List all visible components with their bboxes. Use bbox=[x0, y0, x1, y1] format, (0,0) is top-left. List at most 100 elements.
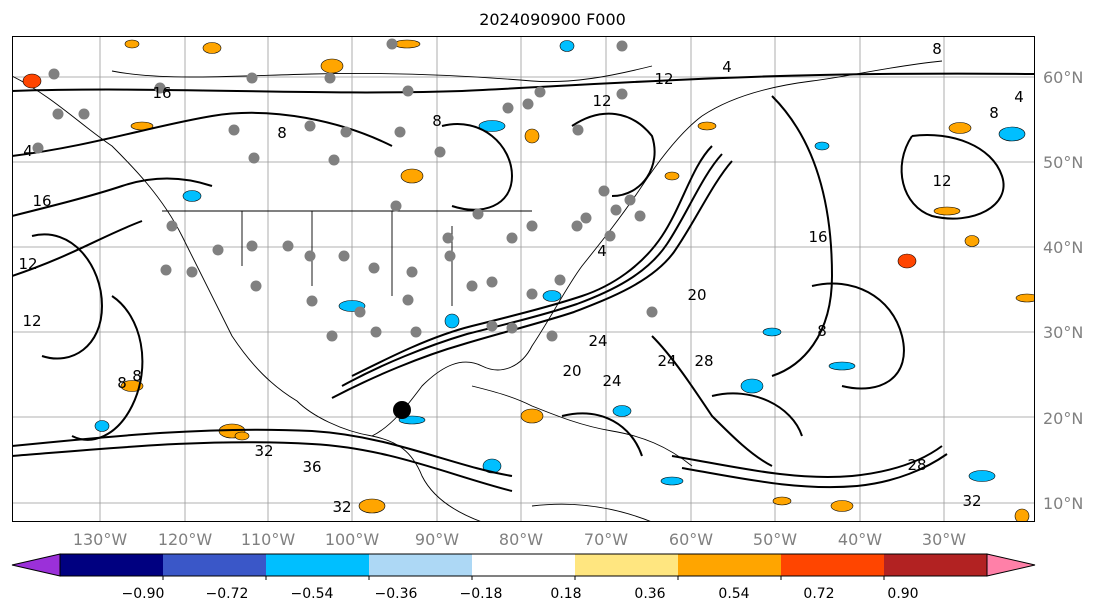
station-dot bbox=[526, 288, 538, 300]
colorbar-segment bbox=[472, 554, 575, 576]
contour-label: 20 bbox=[562, 362, 581, 380]
colorbar-extend-right bbox=[986, 553, 1036, 577]
shaded-cell bbox=[1014, 508, 1030, 522]
station-dot bbox=[610, 204, 622, 216]
lon-label-120w: 120°W bbox=[157, 530, 213, 549]
shaded-cell bbox=[444, 313, 460, 329]
colorbar-segment bbox=[60, 554, 163, 576]
contour-label: 4 bbox=[722, 58, 732, 76]
map-background bbox=[12, 36, 1035, 522]
station-dot bbox=[546, 330, 558, 342]
colorbar-segment bbox=[781, 554, 884, 576]
station-dot bbox=[486, 276, 498, 288]
lat-label-50n: 50°N bbox=[1043, 153, 1084, 172]
lon-label-60w: 60°W bbox=[668, 530, 714, 549]
contour-label: 16 bbox=[152, 84, 171, 102]
lon-label-100w: 100°W bbox=[324, 530, 380, 549]
station-dot bbox=[212, 244, 224, 256]
contour-label: 36 bbox=[302, 458, 321, 476]
contour-label: 16 bbox=[32, 192, 51, 210]
station-dot bbox=[506, 322, 518, 334]
shaded-cell bbox=[520, 408, 544, 424]
shaded-cell bbox=[968, 470, 996, 482]
coastlines bbox=[12, 60, 943, 522]
lon-label-110w: 110°W bbox=[240, 530, 296, 549]
contour-label: 8 bbox=[817, 322, 827, 340]
shaded-cell bbox=[120, 380, 144, 392]
contour-lines bbox=[12, 72, 1035, 492]
station-dot bbox=[304, 250, 316, 262]
station-dot bbox=[340, 126, 352, 138]
colorbar-tick: 0.72 bbox=[803, 586, 835, 602]
shaded-cell bbox=[964, 235, 980, 247]
colorbar-frame bbox=[59, 553, 988, 577]
shaded-cell bbox=[234, 431, 250, 441]
station-dot bbox=[250, 280, 262, 292]
station-dot bbox=[370, 326, 382, 338]
station-dot bbox=[338, 250, 350, 262]
colorbar-tick: −0.90 bbox=[121, 586, 165, 602]
station-dot bbox=[354, 306, 366, 318]
station-dot bbox=[166, 220, 178, 232]
station-dot bbox=[246, 240, 258, 252]
shaded-cell bbox=[320, 58, 344, 74]
lat-label-10n: 10°N bbox=[1043, 494, 1084, 513]
colorbar-tick: 0.54 bbox=[718, 586, 750, 602]
colorbar-tick: −0.72 bbox=[205, 586, 249, 602]
contour-label: 28 bbox=[694, 352, 713, 370]
shaded-cell bbox=[933, 206, 961, 216]
contour-label: 8 bbox=[117, 374, 127, 392]
contour-label: 12 bbox=[22, 312, 41, 330]
station-dot bbox=[571, 220, 583, 232]
shaded-cell bbox=[358, 498, 386, 514]
station-dot bbox=[328, 154, 340, 166]
station-dot bbox=[406, 266, 418, 278]
shaded-cell bbox=[478, 120, 506, 132]
colorbar-segment bbox=[884, 554, 987, 576]
lat-label-20n: 20°N bbox=[1043, 409, 1084, 428]
contour-label: 12 bbox=[18, 255, 37, 273]
contour-label: 32 bbox=[332, 498, 351, 516]
contour-label: 12 bbox=[592, 92, 611, 110]
contour-label: 24 bbox=[657, 352, 676, 370]
colorbar-tick: −0.54 bbox=[290, 586, 334, 602]
station-dot bbox=[634, 210, 646, 222]
station-dot bbox=[502, 102, 514, 114]
station-dot bbox=[402, 294, 414, 306]
colorbar-segment bbox=[163, 554, 266, 576]
contour-label: 24 bbox=[588, 332, 607, 350]
lat-label-60n: 60°N bbox=[1043, 68, 1084, 87]
station-dot bbox=[410, 326, 422, 338]
tropical-cyclone-marker bbox=[393, 401, 411, 419]
contour-label: 24 bbox=[602, 372, 621, 390]
colorbar-segment bbox=[575, 554, 678, 576]
station-dot bbox=[306, 295, 318, 307]
station-dot bbox=[646, 306, 658, 318]
colorbar-tick: 0.36 bbox=[634, 586, 666, 602]
shaded-cell bbox=[828, 361, 856, 371]
station-dot bbox=[486, 320, 498, 332]
station-dot bbox=[434, 146, 446, 158]
shaded-cell bbox=[612, 405, 632, 417]
contour-label: 8 bbox=[277, 124, 287, 142]
contour-label: 4 bbox=[23, 142, 33, 160]
station-dot bbox=[444, 250, 456, 262]
station-dot bbox=[326, 330, 338, 342]
shaded-cell bbox=[22, 73, 42, 89]
colorbar-tick: 0.18 bbox=[550, 586, 582, 602]
lon-label-50w: 50°W bbox=[752, 530, 798, 549]
station-dot bbox=[616, 40, 628, 52]
contour-label: 20 bbox=[687, 286, 706, 304]
shaded-cell bbox=[772, 496, 792, 506]
contour-label: 32 bbox=[254, 442, 273, 460]
lat-label-40n: 40°N bbox=[1043, 238, 1084, 257]
shaded-cell bbox=[830, 500, 854, 512]
shaded-cell bbox=[998, 126, 1026, 142]
shaded-cell bbox=[542, 290, 562, 302]
station-dot bbox=[160, 264, 172, 276]
map-panel: 4 4 8 12 16 16 8 4 12 8 12 12 8 8 24 20 24 28 32 32 36 32 28 24… bbox=[12, 36, 1035, 522]
lon-label-70w: 70°W bbox=[583, 530, 629, 549]
contour-label: 4 bbox=[1014, 88, 1024, 106]
contour-label: 8 bbox=[932, 40, 942, 58]
